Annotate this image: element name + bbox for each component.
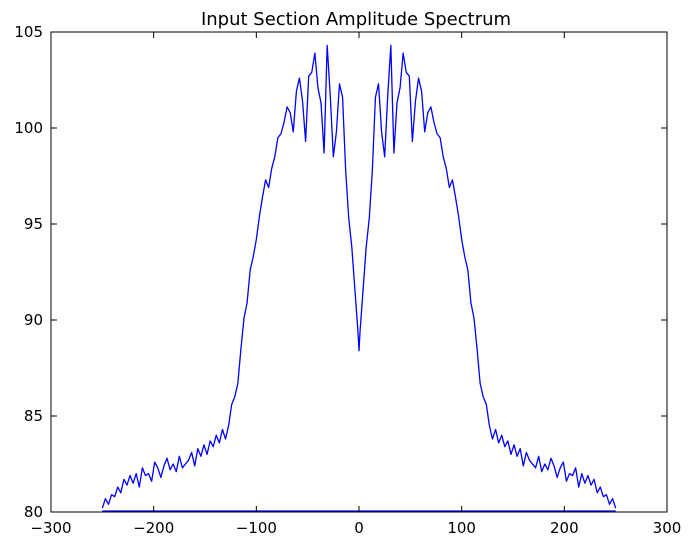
y-tick-label: 95 xyxy=(24,215,43,233)
series-line-1 xyxy=(101,44,617,509)
y-tick-label: 80 xyxy=(24,503,43,521)
plot-area: −300 −200 −100 0 100 200 300 80 85 90 95 100 105 xyxy=(14,23,681,537)
y-tick-label: 105 xyxy=(14,23,43,41)
x-tick-label: −200 xyxy=(133,519,174,537)
x-tick-label: −300 xyxy=(30,519,71,537)
x-tick-label: 0 xyxy=(354,519,364,537)
x-tick-label: 100 xyxy=(447,519,476,537)
x-tick-label: −100 xyxy=(236,519,277,537)
plot-frame xyxy=(50,31,668,513)
x-tick-label: 200 xyxy=(550,519,579,537)
x-tick-label: 300 xyxy=(653,519,682,537)
y-tick-label: 100 xyxy=(14,119,43,137)
y-tick-label: 90 xyxy=(24,311,43,329)
chart-title: Input Section Amplitude Spectrum xyxy=(201,9,511,30)
y-tick-label: 85 xyxy=(24,407,43,425)
